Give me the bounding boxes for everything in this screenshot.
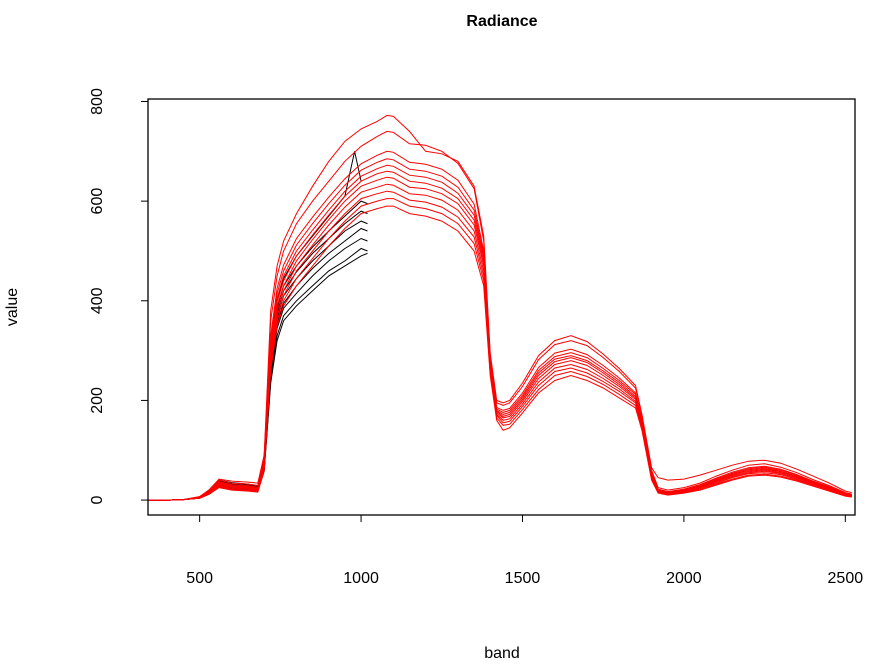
x-axis: 500 1000 1500 2000 2500 [186,514,864,587]
x-tick-label: 2000 [666,570,702,587]
series-line-vnir-4 [148,220,368,501]
series-line-swir-17 [148,130,852,501]
series-line-swir-12 [148,176,852,501]
series-line-swir-10 [148,190,852,501]
series-line-swir-8 [148,205,852,501]
series-line-vnir-3 [148,227,368,501]
x-tick-label: 1500 [505,570,541,587]
series-line-swir-11 [148,183,852,501]
series-line-vnir-2 [148,237,368,501]
series-line-vnir-5 [148,210,368,501]
chart-title: Radiance [466,13,537,30]
x-axis-label: band [484,645,520,662]
series-line-swir-15 [148,158,852,501]
y-tick-label: 0 [89,496,106,505]
y-tick-label: 400 [89,287,106,314]
x-tick-label: 1000 [343,570,379,587]
y-axis: 0 200 400 600 800 [89,88,149,505]
y-tick-label: 800 [89,88,106,115]
x-tick-label: 500 [186,570,213,587]
series-line-swir-14 [148,164,852,501]
series-line-swir-13 [148,170,852,501]
y-tick-label: 600 [89,188,106,215]
series-line-swir-18 [148,114,852,501]
series-line-vnir-1 [148,252,368,501]
series-line-vnir-6 [148,200,368,501]
series-line-swir-16 [148,150,852,501]
y-tick-label: 200 [89,387,106,414]
series-line-swir-9 [148,198,852,501]
plot-frame [147,98,856,516]
series-line-vnir-0 [148,247,368,501]
x-tick-label: 2500 [828,570,864,587]
series-lines [148,114,852,501]
y-axis-label: value [4,288,21,326]
